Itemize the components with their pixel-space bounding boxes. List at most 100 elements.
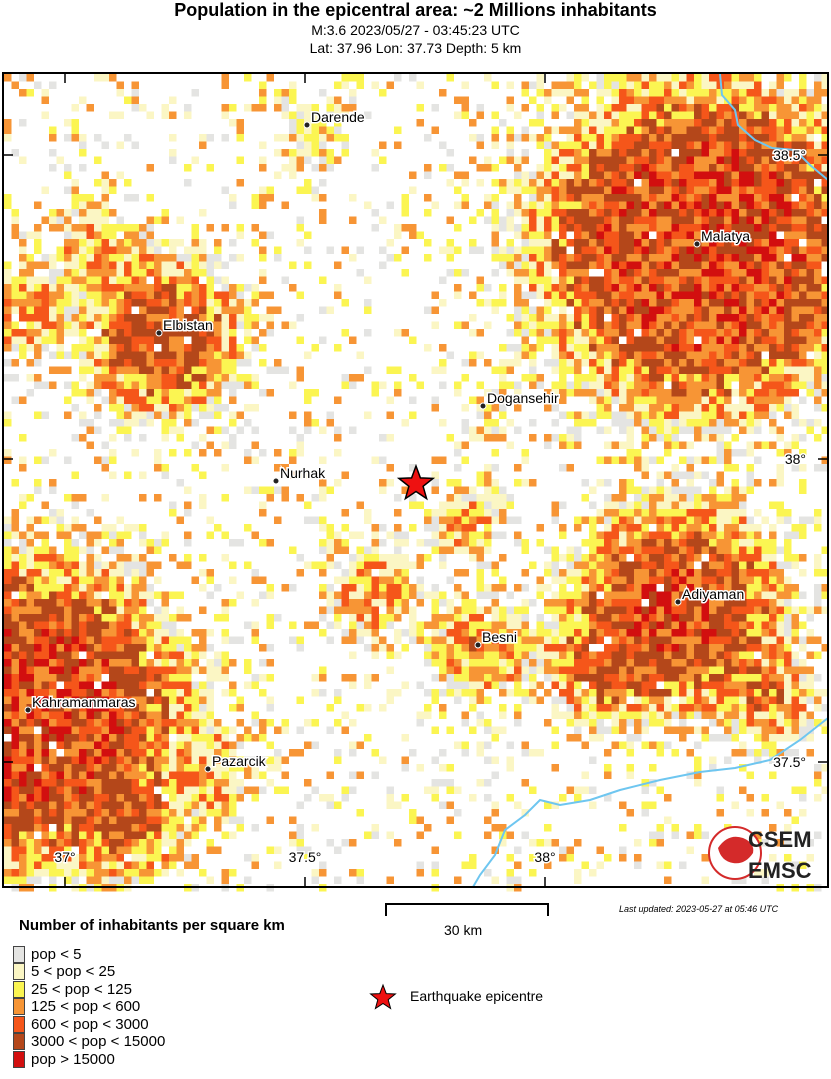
population-cell <box>664 194 672 202</box>
population-cell <box>611 89 619 97</box>
population-cell <box>109 246 117 254</box>
population-cell <box>791 201 799 209</box>
population-cell <box>289 546 297 554</box>
population-cell <box>491 591 499 599</box>
population-cell <box>146 636 154 644</box>
population-cell <box>221 336 229 344</box>
population-cell <box>236 381 244 389</box>
population-cell <box>671 276 679 284</box>
population-cell <box>784 329 792 337</box>
population-cell <box>101 576 109 584</box>
population-cell <box>784 231 792 239</box>
population-cell <box>326 636 334 644</box>
population-cell <box>664 291 672 299</box>
population-cell <box>221 186 229 194</box>
population-cell <box>26 644 34 652</box>
population-cell <box>671 441 679 449</box>
population-cell <box>566 291 574 299</box>
population-cell <box>761 104 769 112</box>
population-cell <box>94 254 102 262</box>
population-cell <box>694 546 702 554</box>
population-cell <box>581 636 589 644</box>
population-cell <box>611 336 619 344</box>
population-cell <box>304 156 312 164</box>
population-cell <box>544 434 552 442</box>
population-cell <box>814 126 822 134</box>
population-cell <box>649 381 657 389</box>
population-cell <box>821 546 829 554</box>
population-cell <box>296 494 304 502</box>
population-cell <box>641 531 649 539</box>
population-cell <box>311 194 319 202</box>
population-cell <box>604 201 612 209</box>
population-cell <box>731 179 739 187</box>
population-cell <box>154 261 162 269</box>
population-cell <box>214 389 222 397</box>
population-cell <box>491 209 499 217</box>
population-cell <box>101 224 109 232</box>
population-cell <box>724 239 732 247</box>
population-cell <box>109 584 117 592</box>
population-cell <box>379 644 387 652</box>
population-cell <box>656 351 664 359</box>
population-cell <box>769 501 777 509</box>
population-cell <box>379 554 387 562</box>
population-cell <box>604 576 612 584</box>
population-cell <box>611 156 619 164</box>
population-cell <box>364 561 372 569</box>
population-cell <box>416 81 424 89</box>
population-cell <box>724 546 732 554</box>
population-cell <box>739 599 747 607</box>
population-cell <box>379 599 387 607</box>
population-cell <box>94 359 102 367</box>
population-cell <box>784 516 792 524</box>
population-cell <box>784 194 792 202</box>
population-cell <box>679 74 687 82</box>
population-cell <box>446 651 454 659</box>
population-cell <box>649 239 657 247</box>
population-cell <box>326 411 334 419</box>
population-cell <box>401 629 409 637</box>
population-cell <box>491 239 499 247</box>
population-cell <box>491 606 499 614</box>
population-cell <box>26 261 34 269</box>
population-cell <box>589 396 597 404</box>
population-cell <box>656 381 664 389</box>
population-cell <box>731 621 739 629</box>
population-cell <box>746 179 754 187</box>
population-cell <box>26 561 34 569</box>
population-cell <box>724 381 732 389</box>
population-cell <box>19 644 27 652</box>
population-cell <box>799 119 807 127</box>
population-cell <box>11 531 19 539</box>
population-cell <box>551 104 559 112</box>
population-cell <box>799 486 807 494</box>
population-cell <box>626 239 634 247</box>
population-cell <box>754 426 762 434</box>
population-cell <box>79 561 87 569</box>
population-cell <box>746 246 754 254</box>
population-cell <box>739 81 747 89</box>
population-cell <box>409 636 417 644</box>
population-cell <box>131 636 139 644</box>
population-cell <box>784 209 792 217</box>
population-cell <box>724 89 732 97</box>
population-cell <box>664 509 672 517</box>
population-cell <box>334 134 342 142</box>
population-cell <box>581 351 589 359</box>
population-cell <box>656 479 664 487</box>
population-cell <box>221 74 229 82</box>
population-cell <box>424 554 432 562</box>
population-cell <box>806 261 814 269</box>
population-cell <box>686 366 694 374</box>
population-cell <box>791 216 799 224</box>
population-cell <box>94 561 102 569</box>
population-cell <box>799 314 807 322</box>
population-cell <box>559 291 567 299</box>
population-cell <box>161 471 169 479</box>
population-cell <box>649 366 657 374</box>
population-cell <box>769 96 777 104</box>
population-cell <box>709 284 717 292</box>
population-cell <box>671 561 679 569</box>
population-cell <box>169 344 177 352</box>
